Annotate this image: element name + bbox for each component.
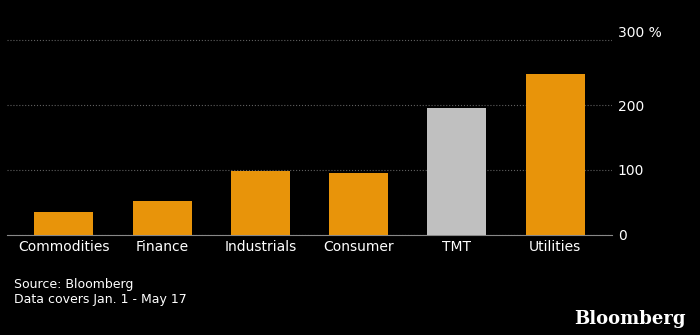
Bar [34,212,93,235]
Bar [231,171,290,235]
Bar [428,108,486,235]
Bar [133,201,192,235]
Bar [526,74,584,235]
Bar [329,173,388,235]
Text: Bloomberg: Bloomberg [575,310,686,328]
Text: Source: Bloomberg
Data covers Jan. 1 - May 17: Source: Bloomberg Data covers Jan. 1 - M… [14,278,187,306]
Text: 300 %: 300 % [617,26,661,40]
